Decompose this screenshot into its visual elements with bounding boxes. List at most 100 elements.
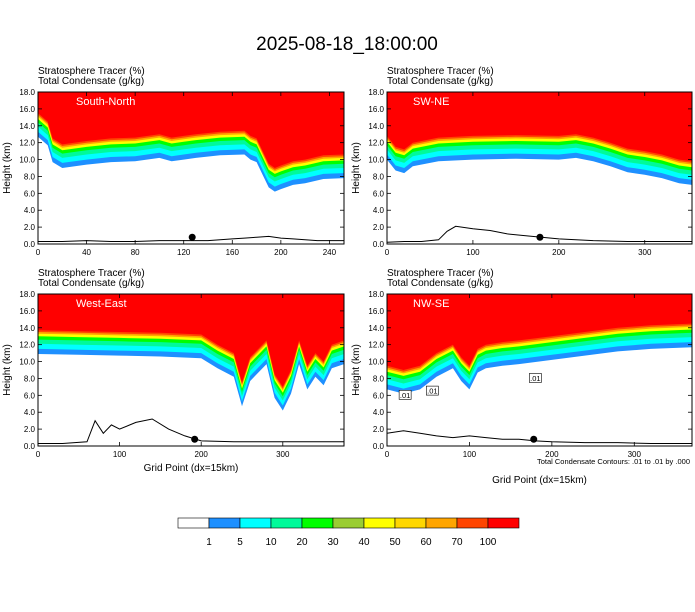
contour-label: .01 xyxy=(530,374,540,383)
x-tick-label: 300 xyxy=(638,248,652,257)
panel-header-condensate: Total Condensate (g/kg) xyxy=(387,278,493,289)
y-tick-label: 18.0 xyxy=(19,290,35,299)
terrain-line xyxy=(38,418,344,444)
x-tick-label: 300 xyxy=(628,450,642,459)
colorbar-swatch xyxy=(177,517,210,529)
colorbar-swatch xyxy=(425,517,458,529)
y-tick-label: 6.0 xyxy=(373,391,385,400)
y-tick-label: 12.0 xyxy=(368,139,384,148)
stratosphere-core xyxy=(387,294,692,370)
colorbar-swatch xyxy=(456,517,489,529)
y-tick-label: 2.0 xyxy=(24,223,36,232)
colorbar-swatch xyxy=(301,517,334,529)
y-tick-label: 10.0 xyxy=(368,156,384,165)
y-tick-label: 8.0 xyxy=(24,172,36,181)
stratosphere-core xyxy=(38,294,344,387)
y-tick-label: 12.0 xyxy=(19,139,35,148)
y-tick-label: 12.0 xyxy=(19,341,35,350)
plot-frame xyxy=(37,293,345,447)
colorbar-swatch xyxy=(332,517,365,529)
figure-title: 2025-08-18_18:00:00 xyxy=(256,34,438,55)
x-tick-label: 100 xyxy=(466,248,480,257)
y-tick-label: 10.0 xyxy=(19,358,35,367)
panel-sw-ne: Stratosphere Tracer (%)Total Condensate … xyxy=(351,66,693,257)
stratosphere-core xyxy=(38,92,344,168)
y-tick-label: 16.0 xyxy=(19,307,35,316)
location-marker xyxy=(536,233,544,241)
x-tick-label: 0 xyxy=(36,248,41,257)
x-tick-label: 240 xyxy=(323,248,337,257)
panel-nw-se: Stratosphere Tracer (%)Total Condensate … xyxy=(351,268,693,486)
x-tick-label: 120 xyxy=(177,248,191,257)
x-tick-label: 200 xyxy=(545,450,559,459)
stratosphere-core xyxy=(387,92,692,162)
y-axis-label: Height (km) xyxy=(2,142,13,194)
colorbar-swatch xyxy=(239,517,272,529)
y-tick-label: 8.0 xyxy=(24,374,36,383)
y-axis-label: Height (km) xyxy=(2,344,13,396)
panel-header-condensate: Total Condensate (g/kg) xyxy=(38,278,144,289)
y-tick-label: 14.0 xyxy=(368,122,384,131)
y-axis-label: Height (km) xyxy=(351,344,362,396)
x-tick-label: 0 xyxy=(385,450,390,459)
y-tick-label: 8.0 xyxy=(373,172,385,181)
y-tick-label: 8.0 xyxy=(373,374,385,383)
y-tick-label: 14.0 xyxy=(368,324,384,333)
y-tick-label: 10.0 xyxy=(368,358,384,367)
y-tick-label: 4.0 xyxy=(373,206,385,215)
y-tick-label: 10.0 xyxy=(19,156,35,165)
colorbar-swatch xyxy=(363,517,396,529)
contour-label-box xyxy=(529,373,542,383)
y-tick-label: 6.0 xyxy=(24,189,36,198)
colorbar-label: 50 xyxy=(389,537,401,548)
x-tick-label: 300 xyxy=(276,450,290,459)
x-tick-label: 100 xyxy=(113,450,127,459)
x-tick-label: 200 xyxy=(195,450,209,459)
colorbar-label: 30 xyxy=(327,537,339,548)
location-marker xyxy=(530,435,538,443)
x-tick-label: 100 xyxy=(463,450,477,459)
y-tick-label: 0.0 xyxy=(373,240,385,249)
x-tick-label: 0 xyxy=(36,450,41,459)
terrain-line xyxy=(38,235,344,242)
y-tick-label: 18.0 xyxy=(19,88,35,97)
plot-frame xyxy=(386,91,693,245)
location-marker xyxy=(188,233,196,241)
y-tick-label: 6.0 xyxy=(24,391,36,400)
y-tick-label: 2.0 xyxy=(373,425,385,434)
x-tick-label: 200 xyxy=(274,248,288,257)
colorbar-swatch xyxy=(394,517,427,529)
contour-label-box xyxy=(426,385,439,396)
colorbar: 1 5 10 20 30 40 50 60 70 100 xyxy=(177,517,520,548)
colorbar-label: 70 xyxy=(451,537,463,548)
y-tick-label: 4.0 xyxy=(24,206,36,215)
y-tick-label: 6.0 xyxy=(373,189,385,198)
x-axis-label: Grid Point (dx=15km) xyxy=(492,475,587,486)
y-tick-label: 12.0 xyxy=(368,341,384,350)
y-tick-label: 2.0 xyxy=(24,425,36,434)
y-tick-label: 16.0 xyxy=(368,105,384,114)
contour-label: .01 xyxy=(427,387,437,396)
panel-label: SW-NE xyxy=(413,96,449,108)
y-tick-label: 0.0 xyxy=(24,442,36,451)
colorbar-swatch xyxy=(208,517,241,529)
x-tick-label: 200 xyxy=(552,248,566,257)
contour-label-box xyxy=(398,390,412,400)
x-tick-label: 80 xyxy=(131,248,140,257)
panel-south-north: Stratosphere Tracer (%)Total Condensate … xyxy=(2,66,345,257)
panel-header-tracer: Stratosphere Tracer (%) xyxy=(38,268,145,279)
contour-label: .01 xyxy=(400,391,410,400)
y-tick-label: 18.0 xyxy=(368,290,384,299)
panel-header-tracer: Stratosphere Tracer (%) xyxy=(387,66,494,77)
panel-header-tracer: Stratosphere Tracer (%) xyxy=(38,66,145,77)
colorbar-label: 20 xyxy=(296,537,308,548)
panel-header-condensate: Total Condensate (g/kg) xyxy=(38,76,144,87)
panel-header-tracer: Stratosphere Tracer (%) xyxy=(387,268,494,279)
y-tick-label: 16.0 xyxy=(368,307,384,316)
colorbar-label: 40 xyxy=(358,537,370,548)
panel-label: West-East xyxy=(76,298,127,310)
y-tick-label: 14.0 xyxy=(19,324,35,333)
panel-header-condensate: Total Condensate (g/kg) xyxy=(387,76,493,87)
colorbar-label: 1 xyxy=(206,537,212,548)
